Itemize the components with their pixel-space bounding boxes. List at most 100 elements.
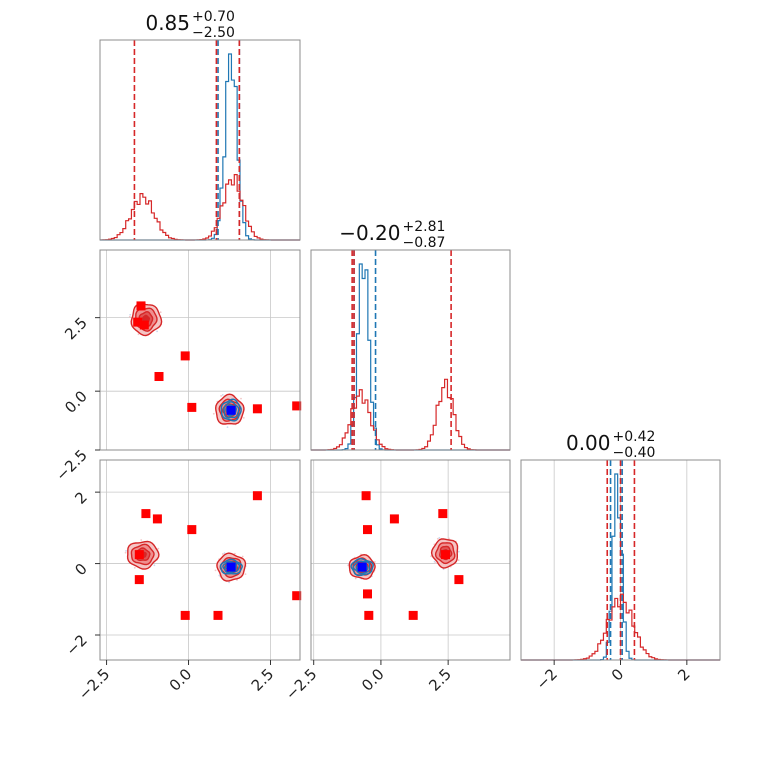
panel-frame bbox=[99, 39, 301, 241]
red-marker bbox=[141, 509, 151, 519]
density-layer bbox=[124, 301, 460, 584]
sample-point bbox=[234, 552, 236, 555]
sample-point bbox=[240, 397, 242, 400]
sample-point bbox=[129, 313, 132, 316]
red-marker bbox=[180, 351, 190, 361]
sample-point bbox=[374, 561, 376, 563]
red-marker bbox=[134, 575, 144, 585]
y-tick-label: −2 bbox=[62, 631, 90, 659]
red-marker bbox=[213, 610, 223, 620]
red-marker bbox=[363, 589, 372, 599]
sample-point bbox=[442, 568, 445, 571]
diagonal-title-value: 0.00 bbox=[566, 431, 611, 455]
x-tick-label: 0 bbox=[608, 665, 627, 684]
diagonal-title-plus: +0.70 bbox=[192, 9, 235, 25]
histogram-red bbox=[311, 378, 510, 451]
sample-point bbox=[220, 395, 223, 397]
diagonal-title-value: 0.85 bbox=[145, 11, 190, 35]
panel-frame bbox=[310, 249, 511, 451]
x-tick-label: 0.0 bbox=[358, 665, 388, 695]
sample-point bbox=[433, 560, 436, 563]
red-marker bbox=[152, 514, 162, 524]
text-layer: 0.85 +0.70−2.50−0.20 +2.81−0.870.00 +0.42−0… bbox=[52, 9, 693, 704]
panel-frame bbox=[310, 459, 511, 661]
y-tick-label: 0 bbox=[71, 560, 90, 579]
sample-point bbox=[457, 559, 460, 562]
panel-frame bbox=[99, 249, 301, 451]
sample-point bbox=[434, 562, 437, 564]
sample-point bbox=[244, 573, 247, 575]
sample-point bbox=[128, 315, 131, 318]
sample-point bbox=[125, 550, 127, 552]
x-tick-label: 2.5 bbox=[425, 665, 455, 695]
y-tick-label: 2.5 bbox=[61, 314, 91, 344]
x-tick-label: −2 bbox=[533, 665, 561, 693]
red-marker bbox=[363, 525, 372, 535]
grid-layer bbox=[100, 250, 688, 660]
sample-point bbox=[242, 417, 245, 419]
red-marker bbox=[154, 372, 164, 381]
sample-point bbox=[438, 537, 441, 539]
x-tick-label: 0.0 bbox=[166, 665, 196, 695]
diagonal-title-minus: −0.40 bbox=[613, 445, 656, 461]
blue-marker bbox=[226, 405, 236, 415]
density-contour-blue bbox=[223, 401, 240, 419]
red-marker bbox=[292, 591, 302, 601]
diagonal-title-minus: −0.87 bbox=[403, 235, 446, 251]
red-marker bbox=[139, 320, 149, 330]
sample-point bbox=[236, 579, 238, 581]
sample-point bbox=[133, 566, 136, 569]
marks-layer bbox=[100, 40, 720, 661]
red-marker bbox=[389, 514, 399, 524]
sample-point bbox=[223, 552, 226, 554]
density-contour-blue bbox=[350, 558, 374, 577]
sample-point bbox=[226, 426, 229, 428]
sample-point bbox=[241, 555, 244, 558]
red-marker bbox=[187, 525, 197, 535]
sample-point bbox=[157, 547, 160, 550]
sample-point bbox=[457, 550, 460, 553]
sample-point bbox=[140, 539, 143, 541]
density-contour-blue bbox=[219, 558, 243, 575]
diagonal-title-plus: +2.81 bbox=[403, 219, 446, 235]
red-marker bbox=[292, 401, 302, 411]
sample-point bbox=[159, 311, 162, 314]
sample-point bbox=[218, 574, 221, 577]
red-marker bbox=[133, 317, 143, 327]
sample-point bbox=[137, 333, 140, 336]
x-tick-label: 2.5 bbox=[248, 665, 278, 695]
sample-point bbox=[430, 555, 432, 558]
red-marker bbox=[441, 550, 450, 560]
density-contour-blue bbox=[220, 398, 242, 422]
red-marker bbox=[454, 575, 464, 585]
sample-point bbox=[221, 394, 224, 396]
y-tick-label: 0.0 bbox=[61, 387, 91, 417]
x-tick-label: −2.5 bbox=[75, 665, 113, 703]
sample-point bbox=[221, 553, 224, 555]
red-marker bbox=[187, 402, 197, 412]
sample-point bbox=[354, 577, 357, 580]
sample-point bbox=[228, 581, 231, 584]
histogram-blue bbox=[100, 53, 300, 241]
red-marker bbox=[364, 610, 374, 620]
blue-marker bbox=[226, 562, 236, 572]
red-marker bbox=[408, 610, 418, 620]
sample-point bbox=[156, 330, 159, 333]
sample-point bbox=[124, 551, 127, 554]
sample-point bbox=[214, 569, 217, 572]
sample-point bbox=[347, 564, 350, 567]
red-marker bbox=[180, 610, 190, 620]
sample-point bbox=[153, 564, 156, 567]
sample-point bbox=[448, 537, 450, 540]
blue-marker bbox=[357, 562, 367, 572]
sample-point bbox=[436, 537, 439, 540]
frames-layer bbox=[95, 39, 721, 665]
diagonal-title-plus: +0.42 bbox=[613, 429, 656, 445]
red-marker bbox=[252, 404, 262, 414]
y-tick-label: 2 bbox=[71, 488, 90, 507]
red-marker bbox=[136, 301, 146, 311]
red-marker bbox=[134, 550, 144, 560]
x-tick-label: −2.5 bbox=[282, 665, 320, 703]
y-tick-label: −2.5 bbox=[52, 446, 90, 484]
